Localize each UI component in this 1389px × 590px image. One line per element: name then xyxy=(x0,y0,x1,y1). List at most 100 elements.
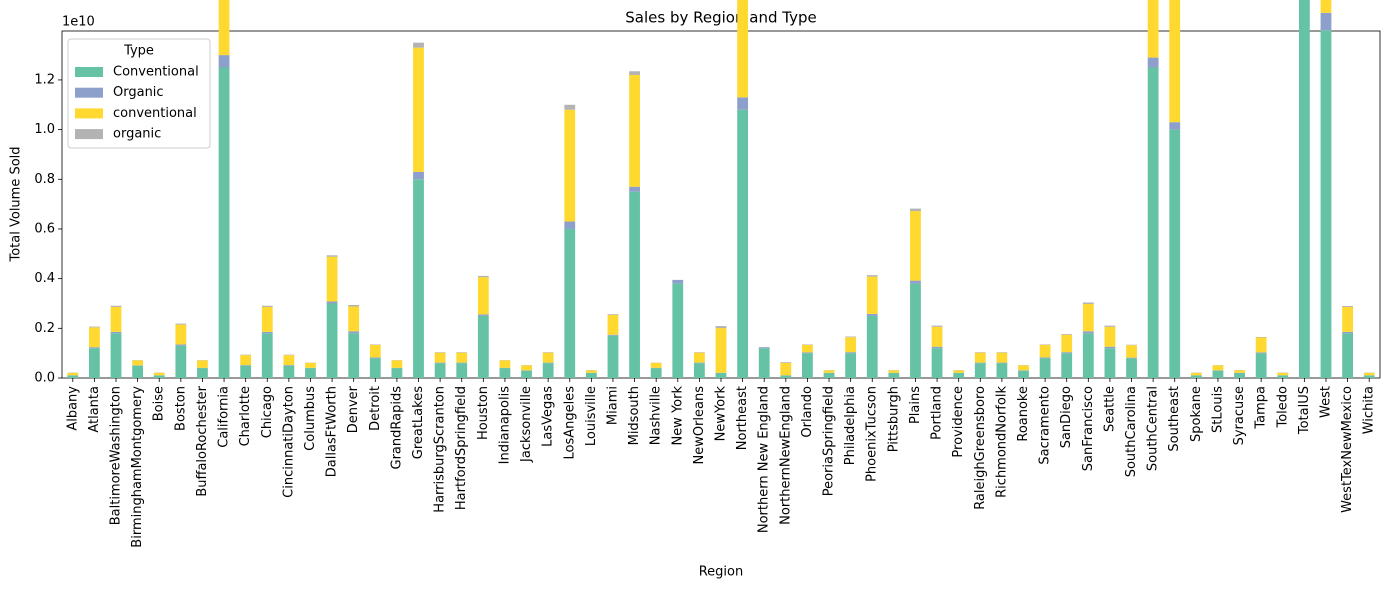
bar-segment xyxy=(456,363,468,378)
bar-segment xyxy=(1126,358,1137,378)
y-tick-label: 0.4 xyxy=(34,271,55,286)
bar-segment xyxy=(89,347,100,349)
x-tick-label: Midsouth xyxy=(627,386,642,445)
bar-segment xyxy=(542,363,554,378)
legend-box xyxy=(67,38,211,149)
bar-segment xyxy=(413,47,424,172)
legend-label: Organic xyxy=(113,85,164,100)
bar-segment xyxy=(477,275,489,278)
x-tick-label: Roanoke xyxy=(1016,386,1031,442)
y-offset-label: 1e10 xyxy=(62,15,95,30)
x-tick-label: GreatLakes xyxy=(411,386,426,459)
bar-segment xyxy=(607,335,619,378)
bars xyxy=(67,0,1375,379)
x-tick-label: BaltimoreWashington xyxy=(109,386,124,525)
bar-segment xyxy=(910,211,921,281)
x-tick-label: DallasFtWorth xyxy=(325,386,340,477)
bar-segment xyxy=(1169,129,1181,378)
bar-segment xyxy=(996,363,1008,378)
legend-swatch xyxy=(75,129,103,140)
bar-segment xyxy=(564,221,576,229)
x-tick-label: Columbus xyxy=(303,386,318,451)
bar-segment xyxy=(240,365,252,378)
legend: Type Conventional Organic conventional orga… xyxy=(67,38,211,149)
bar-segment xyxy=(715,373,727,378)
bar-segment xyxy=(758,348,770,378)
bar-segment xyxy=(1061,352,1073,354)
legend-swatch xyxy=(75,108,103,119)
bar-segment xyxy=(780,362,792,376)
bar-segment xyxy=(348,331,360,334)
bar-segment xyxy=(175,344,187,346)
bar-segment xyxy=(1277,375,1289,378)
bar-segment xyxy=(1190,372,1202,376)
bar-segment xyxy=(369,358,381,378)
bar-segment xyxy=(261,331,273,334)
x-tick-label: HarrisburgScranton xyxy=(433,386,448,513)
bar-segment xyxy=(521,365,532,371)
bar-segment xyxy=(1082,333,1094,378)
bar-segment xyxy=(629,186,640,192)
bar-segment xyxy=(1320,12,1332,31)
x-tick-label: GrandRapids xyxy=(389,386,404,470)
y-axis-label: Total Volume Sold xyxy=(9,146,24,262)
chart-title: Sales by Region and Type xyxy=(625,9,816,27)
x-tick-label: LasVegas xyxy=(541,386,556,447)
bar-segment xyxy=(1082,331,1094,334)
bar-segment xyxy=(477,315,489,378)
y-tick-label: 0.2 xyxy=(34,321,55,336)
x-tick-label: RaleighGreensboro xyxy=(973,386,988,510)
bar-segment xyxy=(1298,0,1310,378)
y-tick-label: 0.8 xyxy=(34,172,55,187)
y-tick-label: 0.0 xyxy=(34,371,55,386)
bar-segment xyxy=(1039,358,1051,378)
bar-segment xyxy=(1342,333,1353,378)
bar-segment xyxy=(845,353,857,378)
bar-segment xyxy=(1342,305,1353,307)
bar-segment xyxy=(1018,370,1029,378)
x-tick-label: StLouis xyxy=(1210,386,1225,433)
bar-segment xyxy=(758,347,770,349)
x-tick-label: Providence xyxy=(951,386,966,458)
bar-segment xyxy=(326,301,338,304)
bar-segment xyxy=(1082,302,1094,304)
bar-segment xyxy=(780,375,792,378)
bar-segment xyxy=(413,171,424,180)
legend-label: conventional xyxy=(113,106,197,121)
bar-segment xyxy=(542,352,554,363)
x-tick-label: Northern New England xyxy=(757,386,772,533)
bar-segment xyxy=(1342,306,1353,332)
bar-segment xyxy=(110,306,122,332)
x-tick-label: SouthCentral xyxy=(1146,386,1161,471)
bar-segment xyxy=(564,228,576,378)
bar-segment xyxy=(953,370,965,373)
bar-segment xyxy=(564,104,576,110)
bar-segment xyxy=(89,326,100,328)
bar-segment xyxy=(910,280,921,284)
x-tick-label: Spokane xyxy=(1189,386,1204,442)
bar-segment xyxy=(456,352,468,363)
bar-segment xyxy=(866,275,878,277)
bar-segment xyxy=(737,109,749,378)
x-tick-label: BuffaloRochester xyxy=(195,385,210,496)
x-tick-label: SanFrancisco xyxy=(1081,386,1096,471)
bar-segment xyxy=(153,375,165,378)
x-tick-label: Miami xyxy=(605,386,620,425)
bar-segment xyxy=(650,368,662,378)
legend-label: organic xyxy=(113,127,161,142)
bar-segment xyxy=(283,365,295,378)
bar-segment xyxy=(1190,375,1202,378)
x-tick-label: California xyxy=(217,386,232,448)
bar-segment xyxy=(1212,370,1224,378)
bar-segment xyxy=(326,255,338,257)
bar-segment xyxy=(1147,0,1159,58)
bar-segment xyxy=(802,352,813,354)
bar-segment xyxy=(413,42,424,48)
bar-segment xyxy=(240,355,252,366)
bar-segment xyxy=(1039,344,1051,358)
bar-segment xyxy=(413,179,424,378)
x-tick-label: Albany xyxy=(65,386,80,431)
bar-segment xyxy=(326,303,338,378)
bar-segment xyxy=(261,306,273,332)
